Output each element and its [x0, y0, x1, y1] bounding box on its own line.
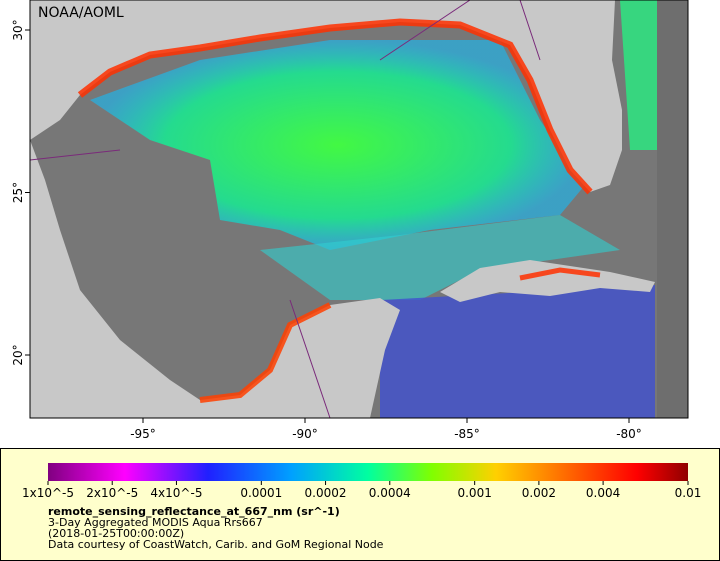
- lon-tick-label: -90°: [292, 427, 318, 441]
- colorbar-tick-label: 0.004: [586, 486, 620, 500]
- data-coverage: [620, 0, 657, 150]
- colorbar-tick-label: 4x10^-5: [150, 486, 202, 500]
- land: [30, 140, 400, 418]
- colorbar: [48, 463, 688, 481]
- colorbar-tick-label: 0.0004: [369, 486, 411, 500]
- variable-name: remote_sensing_reflectance_at_667_nm (sr…: [48, 505, 340, 518]
- time: (2018-01-25T00:00:00Z): [48, 527, 184, 540]
- land: [440, 260, 655, 302]
- lon-tick-label: -95°: [130, 427, 156, 441]
- lon-tick-label: -80°: [616, 427, 642, 441]
- data-coverage: [380, 285, 655, 418]
- lat-tick-label: 30°: [11, 19, 25, 40]
- colorbar-tick-label: 1x10^-5: [22, 486, 74, 500]
- no-data: [657, 0, 688, 418]
- lat-tick-label: 25°: [11, 182, 25, 203]
- data-coverage: [90, 40, 585, 250]
- colorbar-tick-label: 0.01: [675, 486, 702, 500]
- border: [29, 0, 541, 419]
- colorbar-tick-label: 0.002: [522, 486, 556, 500]
- map: NOAA/AOML: [29, 0, 689, 419]
- colorbar-tick-label: 2x10^-5: [86, 486, 138, 500]
- attribution: NOAA/AOML: [38, 5, 124, 21]
- coastal-high-values: [77, 18, 593, 195]
- coastal-high-values: [199, 302, 332, 403]
- credit: Data courtesy of CoastWatch, Carib. and …: [48, 538, 384, 551]
- colorbar-tick-label: 0.0001: [240, 486, 282, 500]
- coastal-high-values: [519, 267, 601, 281]
- lat-tick-label: 20°: [11, 344, 25, 365]
- description: 3-Day Aggregated MODIS Aqua Rrs667: [48, 516, 263, 529]
- map-frame: [29, 0, 689, 419]
- colorbar-tick-label: 0.001: [457, 486, 491, 500]
- lon-tick-label: -85°: [454, 427, 480, 441]
- colorbar-tick-label: 0.0002: [305, 486, 347, 500]
- data-coverage: [260, 215, 620, 300]
